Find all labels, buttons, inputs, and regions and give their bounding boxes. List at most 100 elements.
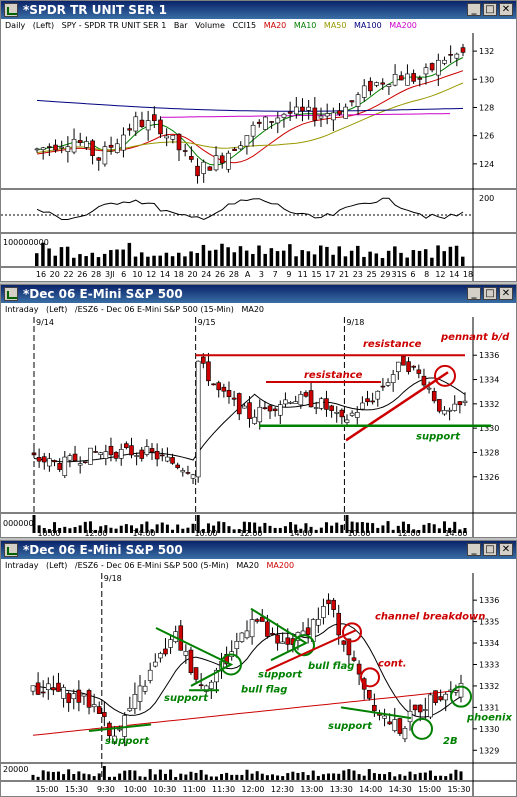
volume-bar bbox=[342, 770, 346, 780]
es-15min-chart[interactable]: 9/14 9/15 9/18 1336 1334 1332 1330 1328 1326 resi… bbox=[1, 317, 516, 537]
candle-body bbox=[331, 599, 336, 610]
es-5min-chart[interactable]: 9/18 1336 1335 1334 1333 1332 1331 1330 1329 supp… bbox=[1, 573, 516, 796]
maximize-button[interactable]: □ bbox=[483, 543, 497, 556]
volume-bar bbox=[381, 525, 385, 533]
volume-bar bbox=[250, 773, 254, 780]
candle-body bbox=[256, 121, 262, 124]
maximize-button[interactable]: □ bbox=[483, 3, 497, 16]
minimize-button[interactable]: _ bbox=[467, 287, 481, 300]
window-titlebar[interactable]: *Dec 06 E-Mini S&P 500 _ □ ✕ bbox=[1, 541, 516, 559]
volume-bar bbox=[309, 526, 313, 533]
candle-body bbox=[249, 619, 255, 638]
candle-body bbox=[198, 684, 204, 687]
volume-bar bbox=[388, 772, 392, 780]
volume-bar bbox=[367, 769, 371, 780]
x-tick-label: 14:00 bbox=[359, 785, 382, 794]
maximize-button[interactable]: □ bbox=[483, 287, 497, 300]
volume-bar bbox=[324, 522, 328, 533]
candle-body bbox=[145, 120, 151, 131]
candle-body bbox=[300, 630, 306, 635]
candle-body bbox=[406, 361, 411, 372]
volume-bar bbox=[96, 257, 101, 266]
volume-bar bbox=[118, 773, 122, 780]
candle-body bbox=[269, 121, 274, 123]
candle-body bbox=[35, 682, 41, 695]
minimize-button[interactable]: _ bbox=[467, 543, 481, 556]
close-button[interactable]: ✕ bbox=[499, 3, 513, 16]
candle-body bbox=[392, 74, 398, 86]
volume-bar bbox=[371, 523, 375, 533]
close-button[interactable]: ✕ bbox=[499, 287, 513, 300]
window-titlebar[interactable]: *SPDR TR UNIT SER 1 _ □ ✕ bbox=[1, 1, 516, 19]
volume-bar bbox=[170, 256, 175, 266]
symbol-label: /ESZ6 - Dec 06 E-Mini S&P 500 (5-Min) bbox=[74, 561, 229, 570]
es-15min-window[interactable]: *Dec 06 E-Mini S&P 500 _ □ ✕ Intraday (L… bbox=[0, 284, 517, 538]
x-tick-label: 16 bbox=[36, 270, 46, 279]
volume-bar bbox=[153, 774, 157, 780]
candle-body bbox=[447, 409, 452, 412]
candle-body bbox=[40, 691, 46, 694]
volume-bar bbox=[434, 775, 438, 780]
candle-body bbox=[242, 405, 247, 409]
candle-body bbox=[288, 402, 293, 404]
candle-body bbox=[337, 110, 342, 115]
volume-bar bbox=[191, 523, 195, 533]
volume-tick-label: 100000000 bbox=[3, 238, 49, 247]
chart-window-icon[interactable] bbox=[4, 543, 18, 557]
volume-bar bbox=[97, 773, 101, 780]
candle-body bbox=[334, 411, 340, 414]
minimize-button[interactable]: _ bbox=[467, 3, 481, 16]
twoB-label: 2B bbox=[443, 736, 458, 747]
volume-bar bbox=[319, 245, 323, 266]
volume-bar bbox=[312, 254, 317, 266]
chart-info-bar: Intraday (Left) /ESZ6 - Dec 06 E-Mini S&… bbox=[1, 303, 516, 317]
candle-body bbox=[232, 148, 237, 151]
volume-bar bbox=[325, 246, 329, 266]
volume-bar bbox=[380, 257, 385, 266]
candle-body bbox=[270, 632, 275, 635]
volume-bar bbox=[176, 524, 180, 533]
volume-bar bbox=[412, 529, 416, 533]
es-5min-window[interactable]: *Dec 06 E-Mini S&P 500 _ □ ✕ Intraday (L… bbox=[0, 540, 517, 797]
volume-bar bbox=[360, 521, 364, 533]
volume-bar bbox=[68, 528, 72, 533]
volume-bar bbox=[257, 245, 261, 266]
date-label: 9/14 bbox=[36, 318, 54, 327]
volume-bar bbox=[281, 776, 285, 780]
volume-bar bbox=[46, 771, 50, 780]
volume-bar bbox=[269, 248, 274, 266]
volume-bar bbox=[138, 776, 142, 780]
spy-daily-window[interactable]: *SPDR TR UNIT SER 1 _ □ ✕ Daily (Left) S… bbox=[0, 0, 517, 282]
volume-bar bbox=[114, 528, 118, 533]
volume-bar bbox=[184, 774, 188, 780]
candle-body bbox=[59, 146, 64, 149]
x-tick-label: A bbox=[245, 270, 251, 279]
x-tick-label: 14:00 bbox=[444, 529, 467, 537]
x-tick-label: 7 bbox=[273, 270, 278, 279]
volume-bar bbox=[366, 522, 370, 533]
close-button[interactable]: ✕ bbox=[499, 543, 513, 556]
candle-body bbox=[298, 394, 304, 406]
volume-bar bbox=[217, 521, 221, 533]
volume-bar bbox=[186, 527, 190, 533]
x-tick-label: 22 bbox=[63, 270, 73, 279]
candle-body bbox=[180, 470, 186, 473]
chart-window-icon[interactable] bbox=[4, 287, 18, 301]
candle-body bbox=[341, 640, 347, 645]
candle-body bbox=[431, 391, 437, 402]
candle-body bbox=[226, 152, 231, 170]
volume-bar bbox=[181, 528, 185, 533]
ma20-line bbox=[36, 70, 464, 164]
volume-label: Volume bbox=[195, 21, 225, 30]
candle-body bbox=[257, 406, 263, 423]
volume-bar bbox=[355, 522, 359, 533]
volume-bar bbox=[417, 529, 421, 533]
volume-bar bbox=[349, 250, 354, 266]
candle-body bbox=[429, 63, 435, 71]
chart-window-icon[interactable] bbox=[4, 3, 18, 17]
volume-bar bbox=[444, 776, 448, 780]
candle-body bbox=[216, 382, 222, 391]
window-titlebar[interactable]: *Dec 06 E-Mini S&P 500 _ □ ✕ bbox=[1, 285, 516, 303]
candle-body bbox=[361, 85, 367, 98]
